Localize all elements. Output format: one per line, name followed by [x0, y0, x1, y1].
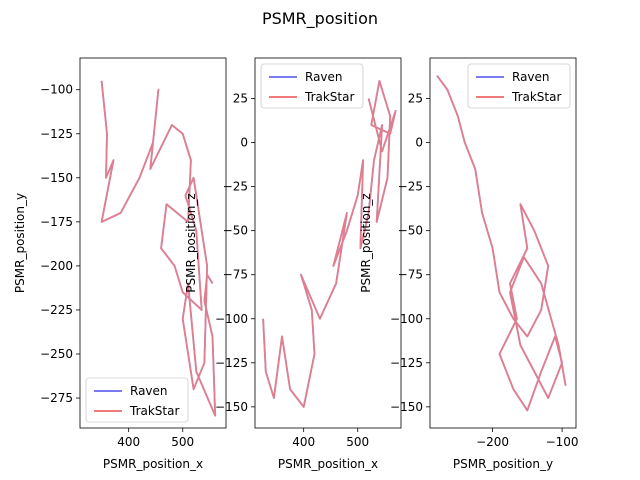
- y-tick-label: −125: [390, 356, 423, 370]
- x-tick-label: 400: [117, 435, 140, 449]
- subplot-2: 400 500 25 0 −25 −50 −75 −100 −125 −150 PSMR_posit…: [184, 57, 402, 471]
- y-tick-label: −125: [40, 127, 73, 141]
- series-line-trakstar: [262, 80, 397, 408]
- legend: Raven TrakStar: [467, 63, 571, 109]
- x-axis-label: PSMR_position_x: [278, 457, 378, 471]
- y-tick-label: −25: [398, 180, 423, 194]
- y-tick-label: −50: [223, 224, 248, 238]
- series-line-trakstar: [100, 80, 217, 417]
- y-tick-label: −200: [40, 259, 73, 273]
- y-tick-label: −75: [223, 268, 248, 282]
- y-tick-label: −150: [390, 400, 423, 414]
- legend: Raven TrakStar: [85, 377, 189, 423]
- y-tick-label: −250: [40, 347, 73, 361]
- y-tick-label: 0: [415, 136, 423, 150]
- figure-title: PSMR_position: [262, 9, 378, 29]
- y-tick-label: 25: [233, 92, 248, 106]
- axes-frame: [429, 57, 577, 429]
- legend-label-raven: Raven: [512, 70, 550, 84]
- y-tick-label: −150: [215, 400, 248, 414]
- x-tick-label: −100: [546, 435, 579, 449]
- x-tick-label: 400: [292, 435, 315, 449]
- subplot-3: −200 −100 25 0 −25 −50 −75 −100 −125 −150 PSMR_pos…: [359, 57, 579, 471]
- y-tick-label: −25: [223, 180, 248, 194]
- y-tick-label: −75: [398, 268, 423, 282]
- y-axis-label: PSMR_position_z: [184, 193, 198, 292]
- y-tick-label: −50: [398, 224, 423, 238]
- axes-frame: [79, 57, 227, 429]
- y-tick-label: −275: [40, 391, 73, 405]
- subplot-1: 400 500 −100 −125 −150 −175 −200 −225 −250 −275 PS…: [13, 57, 227, 471]
- series-line-trakstar: [436, 75, 567, 412]
- y-tick-label: −100: [215, 312, 248, 326]
- legend-label-raven: Raven: [130, 384, 168, 398]
- legend-label-raven: Raven: [305, 70, 343, 84]
- legend-label-trakstar: TrakStar: [511, 90, 561, 104]
- y-tick-label: −100: [390, 312, 423, 326]
- y-tick-label: 25: [408, 92, 423, 106]
- y-axis-label: PSMR_position_y: [13, 193, 27, 293]
- legend-label-trakstar: TrakStar: [129, 404, 179, 418]
- x-tick-label: 500: [171, 435, 194, 449]
- y-tick-label: 0: [240, 136, 248, 150]
- y-tick-label: −150: [40, 171, 73, 185]
- legend-label-trakstar: TrakStar: [304, 90, 354, 104]
- x-axis-label: PSMR_position_x: [103, 457, 203, 471]
- x-axis-label: PSMR_position_y: [453, 457, 553, 471]
- y-tick-label: −225: [40, 303, 73, 317]
- y-axis-label: PSMR_position_z: [359, 193, 373, 292]
- x-tick-label: −200: [476, 435, 509, 449]
- y-tick-label: −100: [40, 83, 73, 97]
- x-tick-label: 500: [346, 435, 369, 449]
- axes-frame: [254, 57, 402, 429]
- legend: Raven TrakStar: [260, 63, 364, 109]
- y-tick-label: −175: [40, 215, 73, 229]
- y-tick-label: −125: [215, 356, 248, 370]
